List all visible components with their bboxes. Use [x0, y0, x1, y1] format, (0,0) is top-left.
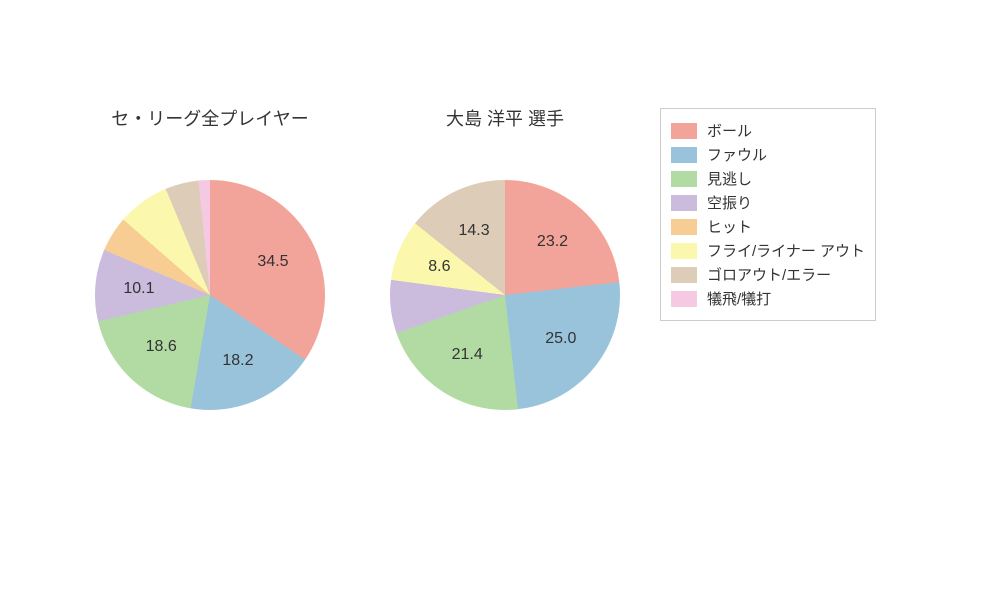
pie-1-slice-label-2: 21.4: [452, 346, 483, 364]
legend-item-sac: 犠飛/犠打: [671, 288, 865, 309]
pie-0-slice-label-1: 18.2: [222, 352, 253, 370]
legend-item-look: 見逃し: [671, 168, 865, 189]
legend-item-swing: 空振り: [671, 192, 865, 213]
legend-swatch-hit: [671, 219, 697, 235]
legend-item-hit: ヒット: [671, 216, 865, 237]
legend-label-look: 見逃し: [707, 168, 752, 189]
legend-label-hit: ヒット: [707, 216, 752, 237]
pie-title-0: セ・リーグ全プレイヤー: [111, 105, 308, 131]
legend-swatch-sac: [671, 291, 697, 307]
legend-label-groundout: ゴロアウト/エラー: [707, 264, 831, 285]
legend-swatch-swing: [671, 195, 697, 211]
legend-swatch-foul: [671, 147, 697, 163]
legend-label-swing: 空振り: [707, 192, 752, 213]
pie-1: [390, 180, 620, 410]
pie-1-slice-label-1: 25.0: [545, 330, 576, 348]
pie-1-slice-label-5: 14.3: [458, 222, 489, 240]
legend-item-groundout: ゴロアウト/エラー: [671, 264, 865, 285]
pie-0-slice-label-0: 34.5: [257, 253, 288, 271]
pie-0-slice-label-3: 10.1: [123, 280, 154, 298]
legend-label-flyout: フライ/ライナー アウト: [707, 240, 865, 261]
legend-item-ball: ボール: [671, 120, 865, 141]
legend-swatch-groundout: [671, 267, 697, 283]
legend-label-ball: ボール: [707, 120, 752, 141]
pie-0-slice-label-2: 18.6: [146, 338, 177, 356]
legend-swatch-ball: [671, 123, 697, 139]
legend-item-flyout: フライ/ライナー アウト: [671, 240, 865, 261]
pie-1-slice-label-0: 23.2: [537, 233, 568, 251]
chart-canvas: セ・リーグ全プレイヤー 34.5 18.2 18.6 10.1 大島 洋平 選手 23.2 2…: [0, 0, 1000, 600]
legend-swatch-look: [671, 171, 697, 187]
legend-item-foul: ファウル: [671, 144, 865, 165]
legend-label-foul: ファウル: [707, 144, 767, 165]
pie-1-slice-label-4: 8.6: [428, 258, 450, 276]
legend-label-sac: 犠飛/犠打: [707, 288, 771, 309]
pie-title-1: 大島 洋平 選手: [446, 105, 564, 131]
legend-swatch-flyout: [671, 243, 697, 259]
legend: ボールファウル見逃し空振りヒットフライ/ライナー アウトゴロアウト/エラー犠飛/…: [660, 108, 876, 321]
